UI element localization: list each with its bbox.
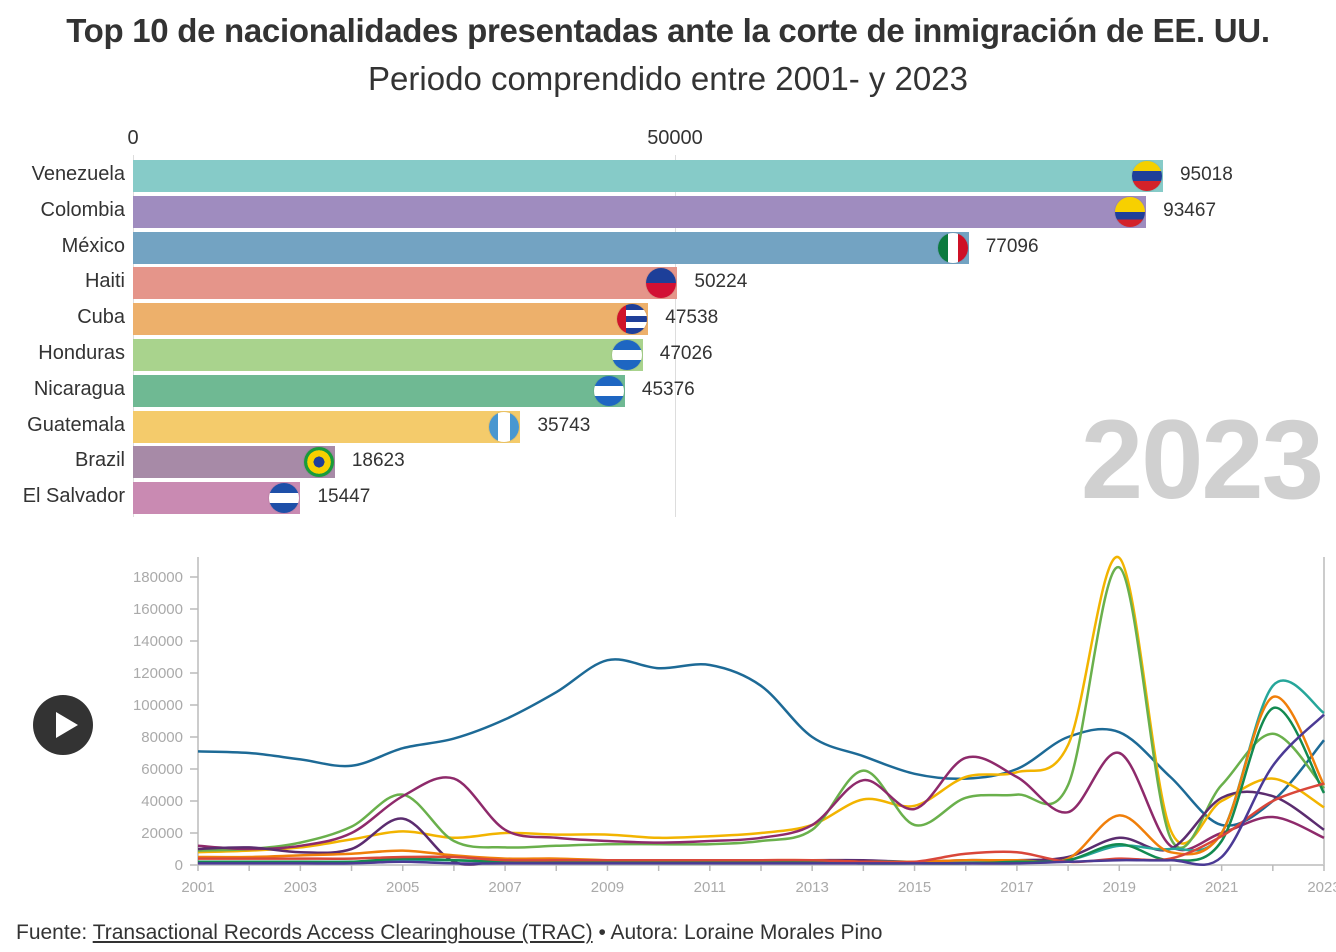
- x-axis-tick: 0: [127, 127, 139, 149]
- y-tick-label: 40000: [141, 793, 183, 810]
- y-tick-label: 0: [175, 857, 183, 874]
- x-tick-label: 2023: [1307, 879, 1336, 896]
- x-tick-label: 2019: [1103, 879, 1136, 896]
- y-tick-label: 160000: [133, 601, 183, 618]
- bar-category-label: México: [61, 234, 125, 257]
- bar: [133, 303, 649, 336]
- y-tick-label: 180000: [133, 569, 183, 586]
- bar-value-label: 47026: [659, 343, 713, 364]
- x-tick-label: 2005: [386, 879, 419, 896]
- chart-title: Top 10 de nacionalidades presentadas ant…: [66, 12, 1270, 49]
- gridline: [675, 155, 676, 517]
- bar-value-label: 93467: [1163, 199, 1217, 221]
- series-line-1: [197, 658, 1325, 827]
- bar: [133, 195, 1147, 228]
- bar-value-label: 47538: [665, 307, 719, 329]
- author-credit: Autora: Loraine Morales Pino: [610, 921, 883, 944]
- bar-value-label: 50224: [694, 271, 748, 293]
- bar: [133, 339, 643, 371]
- colombia-flag-icon: [1115, 196, 1146, 227]
- play-button[interactable]: [33, 695, 93, 755]
- nicaragua-flag-icon: [593, 375, 624, 406]
- y-tick-label: 140000: [133, 633, 183, 650]
- haiti-flag-icon: [646, 268, 677, 299]
- bar: [133, 231, 969, 264]
- x-axis-tick: 50000: [647, 127, 703, 149]
- x-tick-label: 2007: [488, 879, 521, 896]
- bar-value-label: 18623: [351, 450, 405, 472]
- bar-value-label: 15447: [317, 486, 371, 508]
- cuba-flag-icon: [617, 304, 648, 335]
- x-tick-label: 2013: [795, 879, 828, 896]
- source-label: Fuente:: [16, 921, 88, 944]
- bar-chart: 0 50000 Venezuela 95018 Colombia 93467 México 7…: [22, 127, 1233, 517]
- series-line-3: [197, 566, 1325, 852]
- series-line-2: [197, 555, 1325, 854]
- footer: Fuente: Transactional Records Access Cle…: [16, 921, 882, 945]
- bar: [133, 410, 521, 443]
- y-tick-label: 60000: [141, 761, 183, 778]
- bar-category-label: Colombia: [40, 198, 125, 221]
- x-tick-label: 2011: [694, 879, 726, 896]
- el-salvador-flag-icon: [269, 483, 300, 514]
- brazil-flag-icon: [303, 447, 334, 478]
- bar-value-label: 35743: [537, 414, 591, 436]
- guatemala-flag-icon: [489, 411, 520, 442]
- gridline: [133, 155, 134, 517]
- bar-value-label: 95018: [1179, 164, 1233, 185]
- bar: [133, 446, 335, 479]
- y-tick-label: 20000: [141, 825, 183, 842]
- x-tick-label: 2003: [284, 879, 317, 896]
- series-line-10: [198, 713, 1325, 867]
- current-year-label: 2023: [1080, 397, 1324, 522]
- y-tick-label: 100000: [133, 697, 183, 714]
- venezuela-flag-icon: [1131, 161, 1162, 191]
- bar-category-label: Haiti: [84, 270, 125, 293]
- y-tick-label: 80000: [141, 729, 183, 746]
- x-tick-label: 2017: [1000, 879, 1033, 896]
- bar-category-label: Guatemala: [27, 413, 125, 436]
- bar: [133, 267, 678, 300]
- bar-value-label: 77096: [985, 235, 1039, 257]
- chart-subtitle: Periodo comprendido entre 2001- y 2023: [368, 60, 968, 97]
- bar-category-label: Nicaragua: [33, 377, 125, 400]
- x-tick-label: 2015: [898, 879, 931, 896]
- x-tick-label: 2021: [1205, 879, 1238, 896]
- y-tick-label: 120000: [133, 665, 183, 682]
- bar-category-label: El Salvador: [22, 485, 125, 508]
- source-link[interactable]: Transactional Records Access Clearinghou…: [92, 921, 593, 944]
- x-tick-label: 2009: [591, 879, 624, 896]
- footer-separator: •: [592, 921, 611, 944]
- mexico-flag-icon: [937, 232, 968, 263]
- bar: [133, 160, 1163, 192]
- series-line-4: [197, 751, 1325, 852]
- line-chart: 0 20000 40000 60000 80000 100000 120000 140000 1…: [133, 555, 1336, 896]
- bar-value-label: 45376: [641, 378, 695, 400]
- x-tick-label: 2001: [181, 879, 214, 896]
- bar-category-label: Honduras: [38, 342, 125, 364]
- bar-category-label: Brazil: [74, 449, 125, 472]
- bar-category-label: Venezuela: [31, 163, 125, 185]
- honduras-flag-icon: [611, 340, 642, 370]
- bar: [133, 374, 625, 407]
- bar-category-label: Cuba: [77, 306, 125, 329]
